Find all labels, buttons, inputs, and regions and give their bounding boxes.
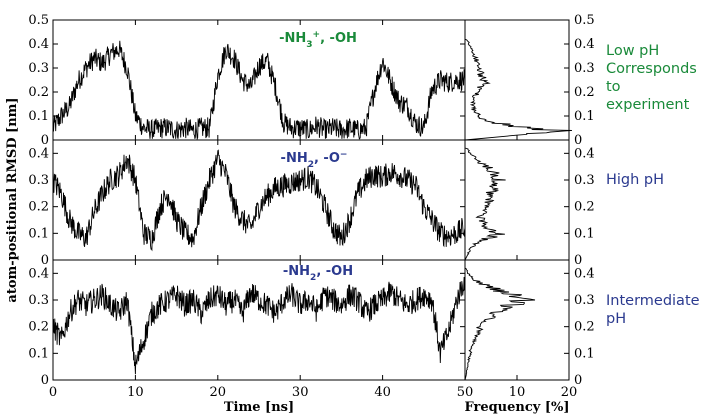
y-tick-label: 0.4 [28,266,49,281]
panel-label-part: , -OH [316,264,353,279]
rmsd-trace-1 [52,149,466,252]
side-note-high-ph: High pH [606,171,664,189]
hist-x-axis-title: Frequency [%] [464,400,569,415]
y-tick-label: 0.1 [28,226,49,241]
x-tick-label: 40 [374,385,391,400]
y-tick-label-right: 0.1 [574,226,595,241]
rmsd-trace-2 [52,276,466,375]
y-tick-label: 0.4 [28,146,49,161]
y-tick-label-right: 0.1 [574,346,595,361]
rmsd-trace-0 [52,40,466,141]
side-note-low-ph: Low pH Corresponds to experiment [606,42,697,114]
y-tick-label-right: 0 [574,133,582,148]
hist-frame-intermediate-ph [464,259,570,381]
panel-label-part: 2 [310,273,316,283]
frequency-histogram-1 [464,147,506,261]
hist-tick-label: 50 [457,385,474,400]
y-tick-label: 0.3 [28,173,49,188]
hist-frame-high-ph [464,139,570,261]
y-tick-label: 0.2 [28,85,49,100]
x-tick-label: 0 [49,385,57,400]
panel-label-part: , -OH [320,31,357,46]
panel-frame-high-ph [52,139,466,261]
x-tick-label: 20 [210,385,227,400]
y-tick-label-right: 0.1 [574,109,595,124]
panel-label-part: , -O [314,151,340,166]
side-note-line: Corresponds [606,61,697,77]
y-tick-label: 0.4 [28,37,49,52]
panel-label-part: -NH [281,151,308,166]
y-tick-label-right: 0.5 [574,13,595,28]
side-note-line: to [606,79,621,95]
y-tick-label: 0.1 [28,346,49,361]
panel-label-part: -NH [283,264,310,279]
panel-label-1: -NH2, -O− [281,150,348,170]
hist-tick-label: 10 [509,385,526,400]
y-tick-label: 0 [41,253,49,268]
frequency-histogram-2 [464,267,536,381]
y-tick-label-right: 0.4 [574,266,595,281]
y-tick-label: 0.2 [28,320,49,335]
panel-label-2: -NH2, -OH [283,264,353,283]
hist-tick-label: 20 [561,385,578,400]
y-tick-label: 0 [41,373,49,388]
frequency-histogram-0 [464,38,573,141]
side-note-line: High pH [606,172,665,188]
y-tick-label-right: 0 [574,253,582,268]
y-tick-label: 0.5 [28,13,49,28]
panel-frame-intermediate-ph [52,259,466,381]
y-tick-label-right: 0.3 [574,61,595,76]
x-tick-label: 30 [292,385,309,400]
y-tick-label-right: 0.2 [574,320,595,335]
y-tick-label-right: 0.2 [574,200,595,215]
side-note-intermediate-ph: Intermediate pH [606,292,700,328]
y-tick-label: 0.3 [28,293,49,308]
panel-label-part: 3 [306,40,312,50]
panel-label-0: -NH3+, -OH [279,30,357,50]
y-tick-label: 0.1 [28,109,49,124]
y-tick-label-right: 0.4 [574,146,595,161]
x-axis-title: Time [ns] [224,400,294,415]
y-tick-label: 0.2 [28,200,49,215]
panel-label-part: − [340,150,348,160]
y-tick-label-right: 0.4 [574,37,595,52]
side-note-line: experiment [606,97,690,113]
x-tick-label: 10 [127,385,144,400]
y-tick-label-right: 0.2 [574,85,595,100]
y-tick-label-right: 0.3 [574,173,595,188]
side-note-line: pH [606,311,627,327]
panel-label-part: -NH [279,31,306,46]
y-tick-label: 0 [41,133,49,148]
side-note-line: Low pH [606,43,660,59]
panel-label-part: + [313,30,321,40]
panel-frame-low-ph [52,19,466,141]
y-tick-label-right: 0.3 [574,293,595,308]
y-axis-title: atom-positional RMSD [nm] [5,97,20,302]
y-tick-label-right: 0 [574,373,582,388]
y-tick-label: 0.3 [28,61,49,76]
side-note-line: Intermediate [606,293,700,309]
panel-label-part: 2 [308,160,314,170]
